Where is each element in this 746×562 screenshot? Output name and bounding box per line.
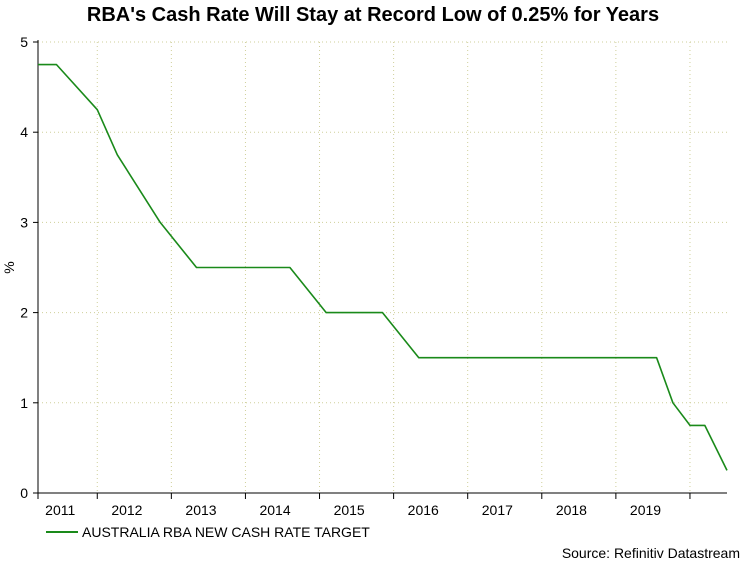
x-tick-label: 2014 [259, 502, 290, 518]
chart-title: RBA's Cash Rate Will Stay at Record Low … [86, 4, 660, 26]
source-note: Source: Refinitiv Datastream [561, 545, 740, 561]
x-tick-label: 2018 [556, 502, 587, 518]
x-tick-label: 2012 [111, 502, 142, 518]
y-tick-label: 5 [20, 34, 28, 50]
y-tick-label: 2 [20, 305, 28, 321]
legend-swatch [46, 531, 78, 533]
y-tick-label: 0 [20, 485, 28, 501]
x-tick-label: 2013 [185, 502, 216, 518]
x-tick-label: 2017 [482, 502, 513, 518]
x-tick-label: 2011 [45, 502, 75, 518]
legend-label: AUSTRALIA RBA NEW CASH RATE TARGET [82, 524, 370, 540]
y-tick-label: 4 [20, 124, 28, 140]
x-tick-label: 2019 [630, 502, 661, 518]
y-tick-label: 1 [20, 395, 28, 411]
y-axis-label: % [1, 261, 17, 273]
legend: AUSTRALIA RBA NEW CASH RATE TARGET [46, 524, 370, 540]
series-line [38, 63, 728, 471]
x-tick-label: 2015 [334, 502, 365, 518]
y-tick-label: 3 [20, 214, 28, 230]
x-tick-label: 2016 [408, 502, 439, 518]
